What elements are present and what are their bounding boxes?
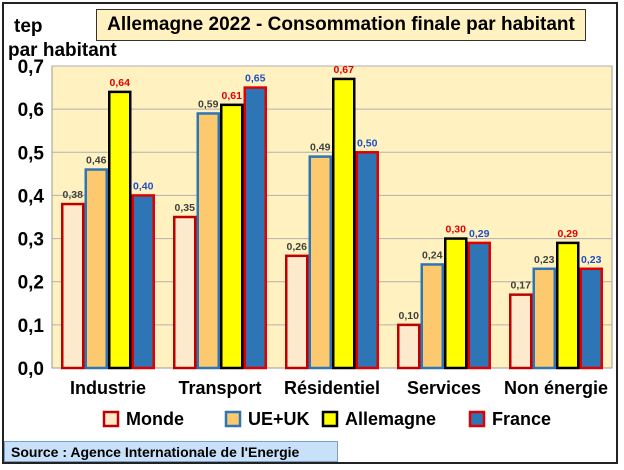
bar-value-label: 0,49 <box>310 142 331 154</box>
bar <box>173 215 197 370</box>
bar-value-label: 0,65 <box>245 73 266 85</box>
legend-swatch <box>102 410 120 428</box>
legend-label: Allemagne <box>345 409 436 429</box>
legend-label: UE+UK <box>248 409 310 429</box>
bar <box>467 241 491 370</box>
y-tick-label: 0,6 <box>18 100 44 121</box>
bar-value-label: 0,23 <box>581 254 602 266</box>
bar-value-label: 0,29 <box>558 228 579 240</box>
legend-swatch <box>321 410 339 428</box>
bar <box>84 168 108 370</box>
y-tick-label: 0,3 <box>18 230 44 251</box>
legend-label: Monde <box>126 409 184 429</box>
bar <box>397 323 421 370</box>
bar <box>444 237 468 370</box>
bar-value-label: 0,17 <box>511 280 532 292</box>
bar <box>61 202 85 370</box>
bar <box>285 254 309 370</box>
bar-value-label: 0,64 <box>110 77 131 89</box>
bar <box>308 155 332 370</box>
bar <box>220 103 244 370</box>
bar-value-label: 0,46 <box>86 155 107 167</box>
y-tick-label: 0,2 <box>18 273 44 294</box>
y-tick-label: 0,7 <box>18 57 44 78</box>
legend-swatch <box>224 410 242 428</box>
y-tick-label: 0,1 <box>18 316 45 337</box>
y-axis-unit-label-2: par habitant <box>8 40 117 61</box>
bar <box>532 267 556 370</box>
bar-value-label: 0,29 <box>469 228 490 240</box>
bar-value-label: 0,30 <box>446 224 467 236</box>
bar-value-label: 0,10 <box>399 310 420 322</box>
bar <box>556 241 580 370</box>
bar <box>108 90 132 370</box>
bar-value-label: 0,38 <box>63 189 84 201</box>
x-category-label: Industrie <box>70 378 146 398</box>
bar <box>332 77 356 370</box>
bar <box>196 112 220 370</box>
bar-value-label: 0,23 <box>534 254 555 266</box>
bar-value-label: 0,35 <box>175 202 196 214</box>
x-category-label: Services <box>407 378 481 398</box>
bar <box>509 293 533 370</box>
bar <box>243 86 267 370</box>
bar-value-label: 0,50 <box>357 137 378 149</box>
bar-value-label: 0,26 <box>287 241 308 253</box>
y-tick-label: 0,0 <box>18 359 44 380</box>
source-note: Source : Agence Internationale de l'Ener… <box>4 441 338 462</box>
bar <box>355 151 379 370</box>
x-category-label: Transport <box>178 378 261 398</box>
legend-swatch <box>468 410 486 428</box>
bar <box>131 194 155 370</box>
bar <box>579 267 603 370</box>
y-tick-label: 0,5 <box>18 143 45 164</box>
bar-value-label: 0,61 <box>222 90 243 102</box>
bar <box>420 263 444 370</box>
x-category-label: Résidentiel <box>284 378 380 398</box>
y-tick-label: 0,4 <box>18 186 45 207</box>
y-axis-unit-label: tep <box>14 16 43 37</box>
bar-value-label: 0,59 <box>198 98 219 110</box>
bar-value-label: 0,40 <box>133 180 154 192</box>
bar-value-label: 0,24 <box>422 249 443 261</box>
chart-title: Allemagne 2022 - Consommation finale par… <box>96 9 586 41</box>
legend-label: France <box>492 409 551 429</box>
x-category-label: Non énergie <box>504 378 608 398</box>
bar-value-label: 0,67 <box>334 64 355 76</box>
